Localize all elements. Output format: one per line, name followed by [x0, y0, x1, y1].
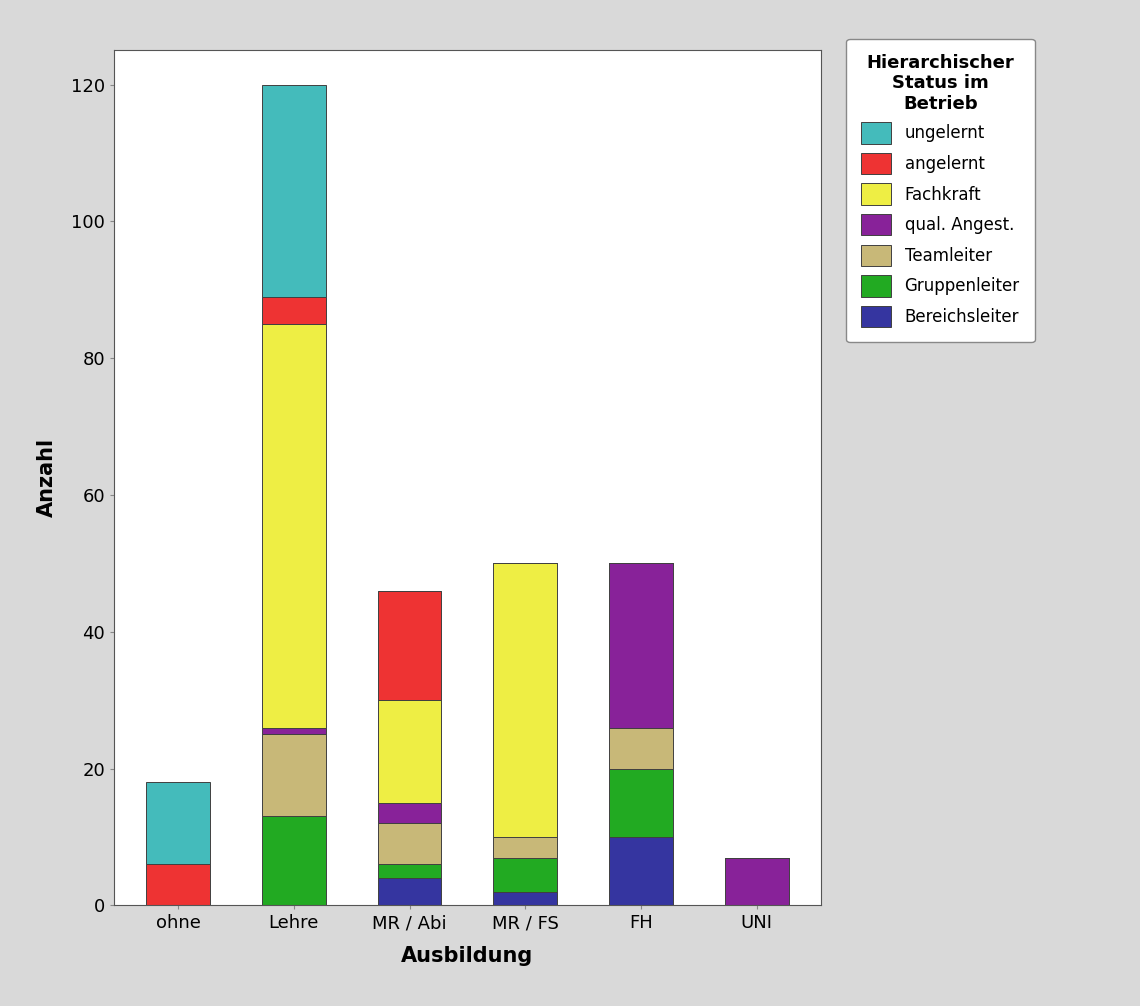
Bar — [262, 734, 326, 817]
Bar — [494, 563, 557, 837]
Bar — [262, 817, 326, 905]
Bar — [377, 591, 441, 700]
Bar — [146, 783, 210, 864]
Bar — [262, 85, 326, 297]
X-axis label: Ausbildung: Ausbildung — [401, 947, 534, 967]
Bar — [377, 700, 441, 803]
Bar — [609, 769, 673, 837]
Y-axis label: Anzahl: Anzahl — [36, 439, 57, 517]
Legend: ungelernt, angelernt, Fachkraft, qual. Angest., Teamleiter, Gruppenleiter, Berei: ungelernt, angelernt, Fachkraft, qual. A… — [846, 38, 1035, 342]
Bar — [609, 563, 673, 727]
Bar — [262, 324, 326, 727]
Bar — [262, 297, 326, 324]
Bar — [377, 864, 441, 878]
Bar — [377, 878, 441, 905]
Bar — [494, 837, 557, 857]
Bar — [609, 837, 673, 905]
Bar — [377, 823, 441, 864]
Bar — [146, 864, 210, 905]
Bar — [262, 727, 326, 734]
Bar — [494, 857, 557, 891]
Bar — [725, 857, 789, 905]
Bar — [609, 727, 673, 769]
Bar — [494, 891, 557, 905]
Bar — [377, 803, 441, 823]
